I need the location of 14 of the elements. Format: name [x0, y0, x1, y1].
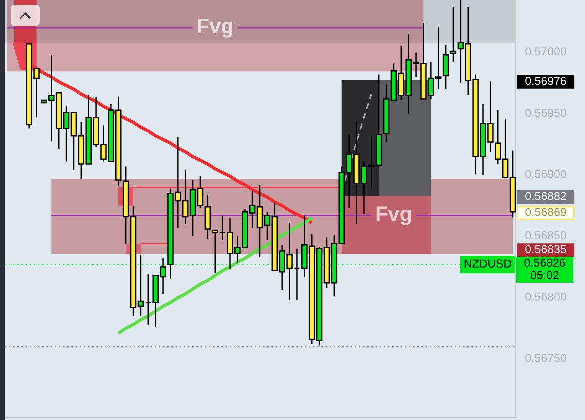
ref-line-label: 0.56826 05:02: [524, 258, 566, 280]
y-tick-label: 0.56750: [526, 354, 566, 362]
y-tick-label: 0.56835: [526, 245, 566, 254]
y-tick-label: 0.56882: [526, 192, 566, 200]
y-tick-label: 0.56800: [526, 292, 566, 301]
y-tick-label: 0.56869: [526, 208, 566, 216]
y-tick-label: 0.56850: [526, 231, 566, 240]
y-tick-label: 0.56976: [526, 77, 566, 86]
series-label: Fvg: [376, 206, 412, 226]
y-tick-label: 0.57000: [526, 48, 566, 56]
y-tick-label: 0.56950: [526, 108, 566, 118]
series-label: Fvg: [198, 19, 232, 38]
y-tick-label: 0.56900: [526, 170, 566, 178]
annotation: NZDUSD: [464, 260, 512, 268]
